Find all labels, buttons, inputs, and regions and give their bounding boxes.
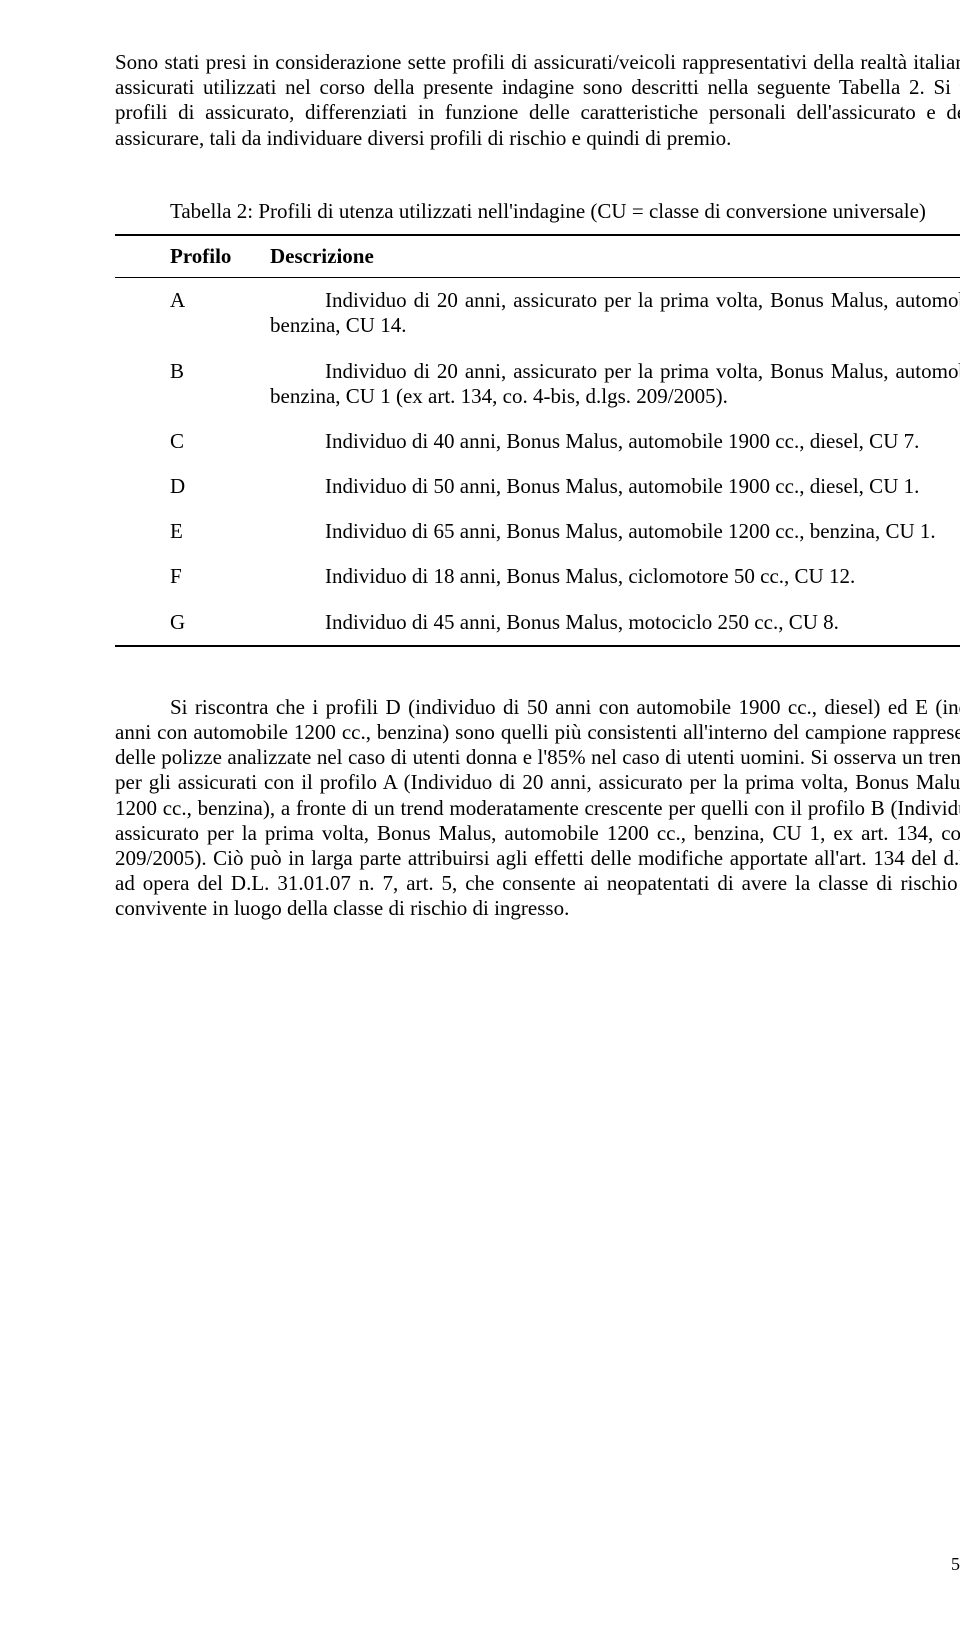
cell-description: Individuo di 20 anni, assicurato per la … — [270, 278, 960, 349]
table-row: C Individuo di 40 anni, Bonus Malus, aut… — [115, 419, 960, 464]
cell-description: Individuo di 40 anni, Bonus Malus, autom… — [270, 419, 960, 464]
cell-description: Individuo di 20 anni, assicurato per la … — [270, 349, 960, 419]
table-header-row: Profilo Descrizione — [115, 235, 960, 278]
table-row: A Individuo di 20 anni, assicurato per l… — [115, 278, 960, 349]
cell-profile: A — [115, 278, 270, 349]
table-row: F Individuo di 18 anni, Bonus Malus, cic… — [115, 554, 960, 599]
cell-profile: G — [115, 600, 270, 646]
cell-profile: F — [115, 554, 270, 599]
table-row: D Individuo di 50 anni, Bonus Malus, aut… — [115, 464, 960, 509]
cell-profile: D — [115, 464, 270, 509]
closing-paragraph: Si riscontra che i profili D (individuo … — [115, 695, 960, 922]
table-row: B Individuo di 20 anni, assicurato per l… — [115, 349, 960, 419]
page-number: 5 — [951, 1554, 960, 1576]
cell-profile: C — [115, 419, 270, 464]
cell-description: Individuo di 65 anni, Bonus Malus, autom… — [270, 509, 960, 554]
table-caption: Tabella 2: Profili di utenza utilizzati … — [115, 199, 960, 224]
table-row: E Individuo di 65 anni, Bonus Malus, aut… — [115, 509, 960, 554]
cell-description: Individuo di 18 anni, Bonus Malus, ciclo… — [270, 554, 960, 599]
cell-profile: E — [115, 509, 270, 554]
intro-paragraph: Sono stati presi in considerazione sette… — [115, 50, 960, 151]
table-row: G Individuo di 45 anni, Bonus Malus, mot… — [115, 600, 960, 646]
cell-profile: B — [115, 349, 270, 419]
table-header-profilo: Profilo — [115, 235, 270, 278]
cell-description: Individuo di 50 anni, Bonus Malus, autom… — [270, 464, 960, 509]
table-header-descrizione: Descrizione — [270, 235, 960, 278]
profili-table: Profilo Descrizione A Individuo di 20 an… — [115, 234, 960, 647]
cell-description: Individuo di 45 anni, Bonus Malus, motoc… — [270, 600, 960, 646]
